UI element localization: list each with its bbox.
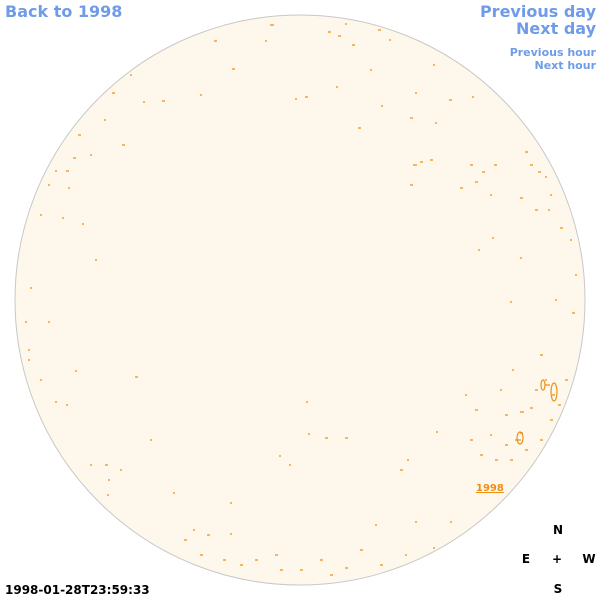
compass-south: S [554, 582, 563, 596]
next-day-link[interactable]: Next day [516, 19, 597, 38]
active-region-contour [550, 382, 558, 402]
compass-west: W [582, 552, 595, 566]
active-regions [25, 23, 577, 576]
active-region-contour [540, 379, 546, 391]
solar-disk [14, 14, 586, 586]
back-link[interactable]: Back to 1998 [5, 2, 122, 21]
previous-day-link[interactable]: Previous day [480, 2, 597, 21]
active-region-contour [516, 431, 524, 445]
compass-center: + [552, 552, 562, 566]
next-hour-link[interactable]: Next hour [535, 59, 597, 72]
year-link[interactable]: 1998 [476, 483, 504, 494]
compass-east: E [522, 552, 530, 566]
compass-north: N [553, 523, 563, 537]
timestamp: 1998-01-28T23:59:33 [5, 583, 150, 597]
previous-hour-link[interactable]: Previous hour [510, 46, 597, 59]
